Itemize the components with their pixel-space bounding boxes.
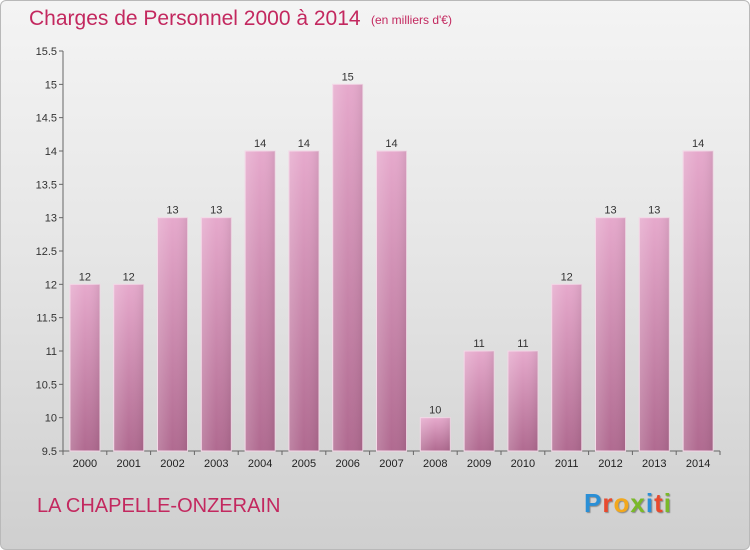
bar-shade [157, 217, 188, 451]
y-tick-label: 12.5 [36, 246, 57, 258]
bar-shade [201, 217, 232, 451]
x-tick-label: 2005 [292, 458, 316, 470]
y-tick-label: 12 [45, 279, 57, 291]
y-tick-label: 10.5 [36, 379, 57, 391]
x-tick-label: 2012 [598, 458, 622, 470]
x-tick-label: 2013 [642, 458, 666, 470]
bar-value-label: 13 [648, 205, 660, 217]
bar-value-label: 13 [604, 205, 616, 217]
bar-value-label: 11 [517, 338, 528, 350]
x-tick-label: 2008 [423, 458, 447, 470]
bar-shade [464, 351, 495, 451]
y-tick-label: 11.5 [36, 313, 57, 325]
y-tick-label: 14 [45, 146, 57, 158]
bar-shade [376, 151, 407, 451]
bar-shade [507, 351, 538, 451]
proxiti-logo: Proxiti [584, 488, 672, 518]
x-tick-label: 2014 [686, 458, 710, 470]
x-tick-label: 2010 [511, 458, 535, 470]
x-tick-label: 2000 [73, 458, 97, 470]
chart-title: Charges de Personnel 2000 à 2014 [29, 7, 361, 30]
y-tick-label: 13.5 [36, 179, 57, 191]
chart-units: (en milliers d'€) [371, 13, 452, 27]
bar-shade [595, 217, 626, 451]
y-tick-label: 13 [45, 213, 57, 225]
bar-value-label: 14 [385, 138, 397, 150]
x-tick-label: 2009 [467, 458, 491, 470]
bar-value-label: 10 [429, 405, 441, 417]
y-tick-label: 15.5 [36, 46, 57, 58]
town-name: LA CHAPELLE-ONZERAIN [37, 495, 281, 517]
bar-value-label: 14 [254, 138, 266, 150]
bar-value-label: 14 [298, 138, 310, 150]
x-tick-label: 2004 [248, 458, 272, 470]
bars [69, 83, 714, 452]
bar-shade [113, 284, 144, 451]
bar-value-label: 12 [123, 271, 135, 283]
x-tick-label: 2002 [160, 458, 184, 470]
bar-value-label: 13 [166, 205, 178, 217]
bar-value-label: 12 [561, 271, 573, 283]
x-tick-label: 2011 [555, 458, 579, 470]
y-tick-label: 14.5 [36, 113, 57, 125]
y-tick-label: 11 [46, 346, 57, 358]
x-tick-label: 2007 [379, 458, 403, 470]
bar-shade [288, 151, 319, 451]
bar-shade [639, 217, 670, 451]
value-labels: 12 12 13 13 14 14 15 14 10 11 11 12 13 13 14 [79, 71, 704, 416]
bar-value-label: 13 [210, 205, 222, 217]
bar-value-label: 12 [79, 271, 91, 283]
bar-shade [332, 84, 363, 451]
bar-value-label: 11 [473, 338, 484, 350]
x-tick-label: 2006 [335, 458, 359, 470]
y-tick-label: 9.5 [42, 446, 57, 458]
x-tick-label: 2001 [116, 458, 140, 470]
bar-shade [69, 284, 100, 451]
x-tick-label: 2003 [204, 458, 228, 470]
bar-shade [683, 151, 714, 451]
bar-shade [420, 417, 451, 451]
y-tick-label: 15 [45, 79, 57, 91]
bar-value-label: 14 [692, 138, 704, 150]
bar-shade [551, 284, 582, 451]
bar-value-label: 15 [342, 71, 354, 83]
bar-shade [245, 151, 276, 451]
y-tick-label: 10 [45, 413, 57, 425]
